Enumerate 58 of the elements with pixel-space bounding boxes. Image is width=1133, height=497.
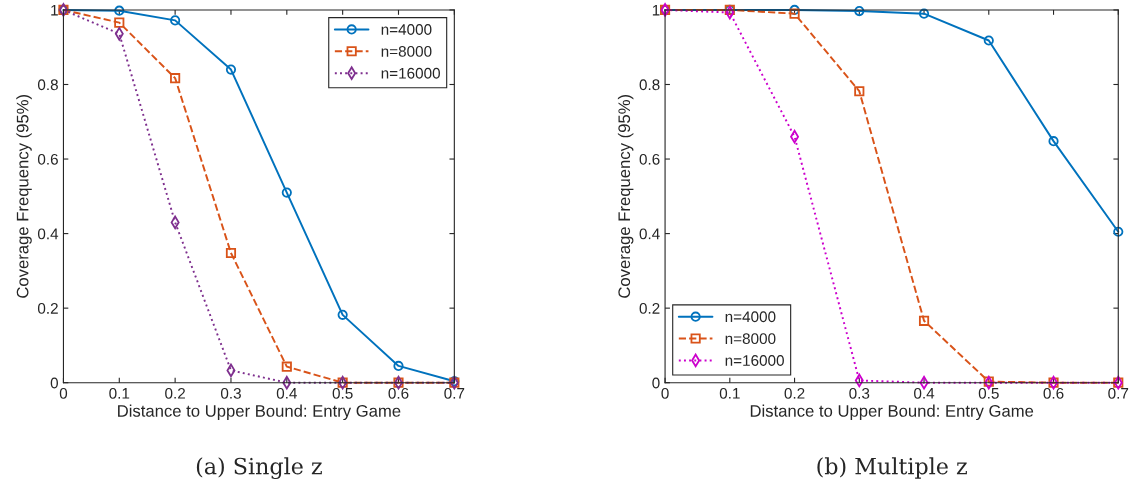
x-tick-label: 0.5 <box>978 387 999 399</box>
x-tick-label: 0.2 <box>165 387 185 399</box>
y-tick-label: 0.2 <box>37 303 58 314</box>
y-axis-title: Coverage Frequency (95%) <box>16 94 32 298</box>
x-tick-label: 0.6 <box>1043 387 1064 399</box>
text: (a) Single z <box>196 457 322 480</box>
x-tick-label: 0.5 <box>332 387 353 399</box>
x-axis-title: Distance to Upper Bound: Entry Game <box>750 404 1034 421</box>
text: (b) Multiple z <box>817 457 967 479</box>
point <box>983 35 994 46</box>
x-tick-label: 0.4 <box>914 387 935 399</box>
y-axis-title: Coverage Frequency (95%) <box>617 94 634 298</box>
legend-label: n=8000 <box>725 333 776 345</box>
y-tick-label: 0.4 <box>639 228 660 240</box>
point <box>393 360 404 371</box>
x-tick-label: 0.1 <box>109 387 130 399</box>
point <box>170 15 181 26</box>
point <box>1113 226 1124 237</box>
point <box>918 8 930 19</box>
y-tick-label: 0.6 <box>639 153 660 165</box>
point <box>281 361 292 372</box>
x-tick-label: 0.4 <box>276 387 297 399</box>
x-tick-label: 0.2 <box>784 387 805 399</box>
x-tick-label: 0.7 <box>1108 387 1129 399</box>
y-tick-label: 0.4 <box>37 228 59 240</box>
point <box>789 4 800 16</box>
point <box>854 86 865 97</box>
x-tick-label: 0.1 <box>719 387 740 399</box>
y-tick-label: 0.8 <box>37 79 58 91</box>
x-tick-label: 0.3 <box>220 387 241 399</box>
y-tick-label: 1 <box>51 4 58 16</box>
point <box>854 5 865 17</box>
legend-label: n=16000 <box>381 67 440 79</box>
y-tick-label: 0.8 <box>639 79 660 91</box>
point <box>225 247 237 259</box>
legend-label: n=16000 <box>725 355 784 366</box>
legend-label: n=4000 <box>381 24 432 35</box>
y-tick-label: 0 <box>50 377 58 389</box>
point <box>1048 136 1059 147</box>
x-axis-title: Distance to Upper Bound: Entry Game <box>118 404 401 421</box>
point <box>170 73 181 84</box>
point <box>114 17 125 28</box>
legend-label: n=4000 <box>725 311 776 323</box>
point <box>918 315 930 326</box>
x-tick-label: 0.6 <box>388 387 409 399</box>
point <box>337 309 348 320</box>
x-tick-label: 0 <box>661 387 669 399</box>
x-tick-label: 0 <box>59 387 68 399</box>
y-tick-label: 0.2 <box>639 303 660 314</box>
legend-label: n=8000 <box>381 45 432 57</box>
x-tick-label: 0.3 <box>849 387 870 399</box>
y-tick-label: 0.6 <box>37 153 58 165</box>
y-tick-label: 0 <box>652 377 660 389</box>
point <box>281 187 292 198</box>
point <box>114 5 125 16</box>
x-tick-label: 0.7 <box>444 387 465 399</box>
y-tick-label: 1 <box>652 4 660 16</box>
point <box>225 64 237 75</box>
